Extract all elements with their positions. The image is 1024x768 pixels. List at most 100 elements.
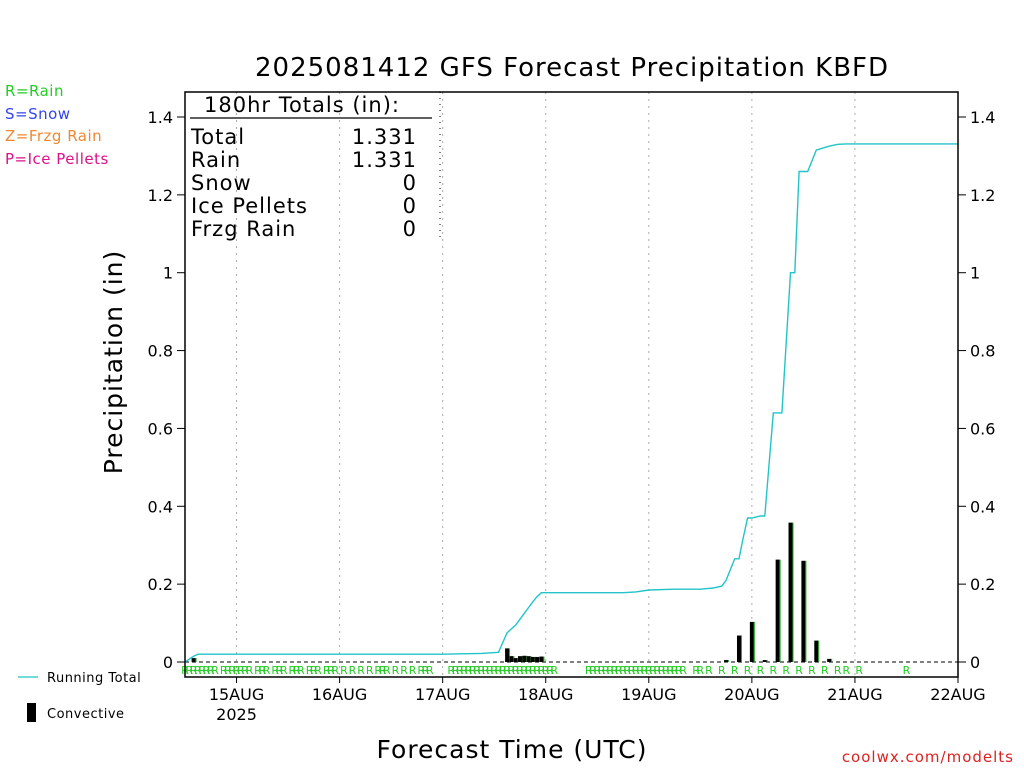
y-tick-label-right-0: 0 bbox=[970, 653, 980, 672]
rain-mark-79: R bbox=[632, 664, 640, 677]
x-axis-label: Forecast Time (UTC) bbox=[377, 735, 648, 764]
x-tick-label-5: 20AUG bbox=[724, 685, 779, 704]
rain-mark-59: R bbox=[516, 664, 524, 677]
legend-snow: S=Snow bbox=[5, 105, 71, 123]
legend-ice-pellets: P=Ice Pellets bbox=[5, 150, 109, 168]
totals-frzgrain-value: 0 bbox=[403, 217, 417, 241]
rain-mark-30: R bbox=[340, 664, 348, 677]
rain-mark-17: R bbox=[263, 664, 271, 677]
rain-mark-101: R bbox=[808, 664, 816, 677]
rain-mark-71: R bbox=[598, 664, 606, 677]
y-tick-label-right-3: 0.6 bbox=[970, 419, 995, 438]
convective-bar-14 bbox=[775, 559, 780, 662]
rain-mark-55: R bbox=[499, 664, 507, 677]
rain-mark-83: R bbox=[649, 664, 657, 677]
rain-mark-34: R bbox=[374, 664, 382, 677]
x-tick-label-1: 16AUG bbox=[312, 685, 367, 704]
rain-mark-82: R bbox=[645, 664, 653, 677]
rain-mark-85: R bbox=[658, 664, 666, 677]
convective-bar-4 bbox=[517, 656, 522, 662]
rain-mark-37: R bbox=[392, 664, 400, 677]
y-tick-label-right-4: 0.8 bbox=[970, 342, 995, 361]
totals-icepellets-value: 0 bbox=[403, 194, 417, 218]
rain-mark-24: R bbox=[306, 664, 314, 677]
rain-mark-45: R bbox=[456, 664, 464, 677]
rain-mark-35: R bbox=[379, 664, 387, 677]
x-tick-label-4: 19AUG bbox=[621, 685, 676, 704]
totals-box: 180hr Totals (in): Total 1.331 Rain 1.33… bbox=[190, 92, 441, 241]
rain-mark-97: R bbox=[757, 664, 765, 677]
rain-mark-4: R bbox=[198, 664, 206, 677]
rain-mark-93: R bbox=[705, 664, 713, 677]
y-tick-label-right-6: 1.2 bbox=[970, 186, 995, 205]
rain-mark-2: R bbox=[190, 664, 198, 677]
rain-mark-95: R bbox=[731, 664, 739, 677]
rain-mark-56: R bbox=[503, 664, 511, 677]
y-tick-label-left-2: 0.4 bbox=[148, 497, 173, 516]
convective-bar-13 bbox=[762, 660, 767, 662]
totals-rain-value: 1.331 bbox=[352, 148, 417, 172]
rain-mark-7: R bbox=[211, 664, 219, 677]
y-tick-label-left-3: 0.6 bbox=[148, 419, 173, 438]
rain-mark-51: R bbox=[482, 664, 490, 677]
rain-mark-26: R bbox=[314, 664, 322, 677]
convective-bar-3 bbox=[513, 658, 518, 662]
rain-mark-40: R bbox=[417, 664, 425, 677]
rain-mark-90: R bbox=[679, 664, 687, 677]
series-legend: Running Total Convective bbox=[18, 671, 141, 722]
x-tick-sublabel-0: 2025 bbox=[216, 705, 257, 724]
convective-bar-8 bbox=[535, 656, 540, 662]
rain-mark-88: R bbox=[671, 664, 679, 677]
x-tick-label-6: 21AUG bbox=[827, 685, 882, 704]
legend-rain: R=Rain bbox=[5, 82, 64, 100]
rain-mark-104: R bbox=[843, 664, 851, 677]
rain-mark-16: R bbox=[258, 664, 266, 677]
convective-bar-12 bbox=[749, 621, 754, 662]
y-tick-label-right-2: 0.4 bbox=[970, 497, 995, 516]
rain-mark-81: R bbox=[641, 664, 649, 677]
rain-mark-103: R bbox=[834, 664, 842, 677]
rain-mark-11: R bbox=[233, 664, 241, 677]
rain-mark-46: R bbox=[460, 664, 468, 677]
rain-mark-22: R bbox=[293, 664, 301, 677]
rain-mark-15: R bbox=[254, 664, 262, 677]
rain-mark-60: R bbox=[520, 664, 528, 677]
rain-mark-25: R bbox=[310, 664, 318, 677]
running-total-line bbox=[184, 143, 958, 663]
y-tick-label-right-1: 0.2 bbox=[970, 575, 995, 594]
rain-mark-69: R bbox=[589, 664, 597, 677]
rain-mark-66: R bbox=[546, 664, 554, 677]
rain-mark-48: R bbox=[469, 664, 477, 677]
totals-icepellets-label: Ice Pellets bbox=[191, 194, 308, 218]
y-tick-label-left-6: 1.2 bbox=[148, 186, 173, 205]
rain-mark-61: R bbox=[525, 664, 533, 677]
rain-mark-58: R bbox=[512, 664, 520, 677]
totals-total-value: 1.331 bbox=[352, 125, 417, 149]
y-ticks: 0 00.2 0.20.4 0.40.6 0.60.8 0.81 11.2 1.21.4 1.4 bbox=[148, 108, 996, 672]
totals-snow-label: Snow bbox=[191, 171, 252, 195]
gridlines bbox=[236, 92, 856, 677]
convective-bar-9 bbox=[539, 656, 544, 662]
rain-mark-50: R bbox=[477, 664, 485, 677]
convective-bar-7 bbox=[530, 656, 535, 662]
legend-frzg-rain: Z=Frzg Rain bbox=[5, 127, 102, 145]
rain-mark-52: R bbox=[486, 664, 494, 677]
rain-mark-42: R bbox=[426, 664, 434, 677]
convective-bar-0 bbox=[191, 658, 196, 662]
legend-running-total-label: Running Total bbox=[47, 671, 141, 686]
y-tick-label-left-4: 0.8 bbox=[148, 342, 173, 361]
rain-mark-87: R bbox=[666, 664, 674, 677]
rain-mark-84: R bbox=[654, 664, 662, 677]
convective-bar-2 bbox=[509, 656, 514, 662]
x-tick-label-0: 15AUG bbox=[209, 685, 264, 704]
y-tick-label-left-7: 1.4 bbox=[148, 108, 173, 127]
rain-mark-74: R bbox=[611, 664, 619, 677]
rain-mark-9: R bbox=[224, 664, 232, 677]
rain-mark-10: R bbox=[228, 664, 236, 677]
rain-mark-6: R bbox=[207, 664, 215, 677]
convective-bar-16 bbox=[801, 560, 806, 662]
precip-type-legend: R=Rain S=Snow Z=Frzg Rain P=Ice Pellets bbox=[5, 82, 109, 168]
rain-mark-57: R bbox=[508, 664, 516, 677]
